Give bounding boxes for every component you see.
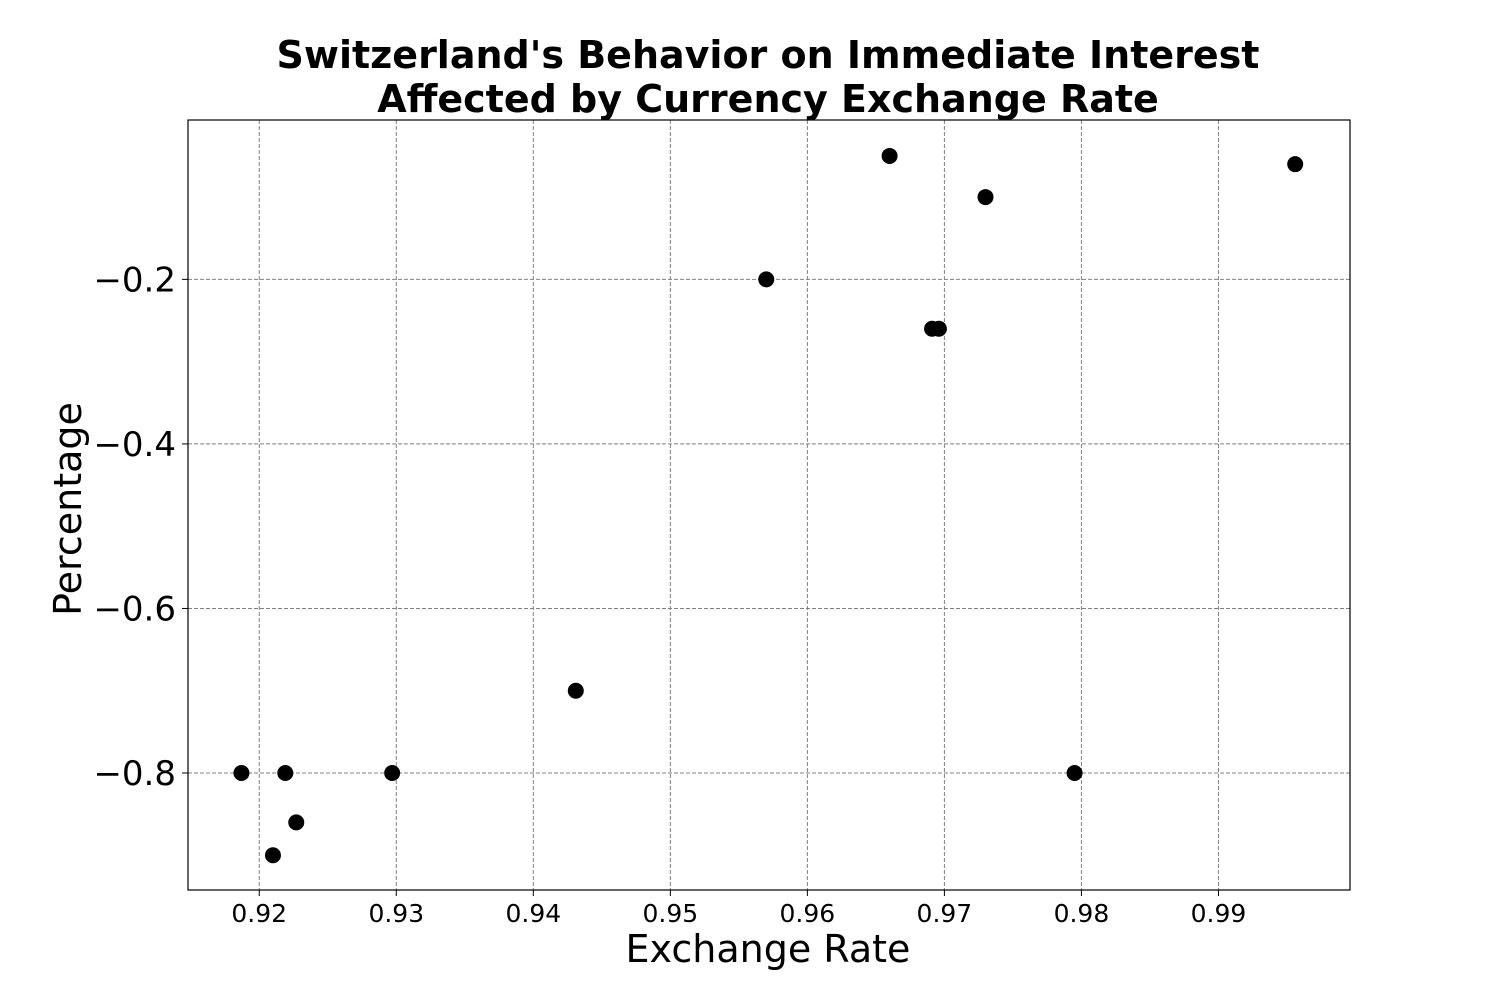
scatter-point (1287, 156, 1304, 173)
scatter-point (264, 847, 281, 864)
scatter-point (384, 765, 401, 782)
y-tick-label: −0.2 (93, 260, 176, 300)
grid-lines (188, 120, 1350, 890)
x-tick-label: 0.96 (780, 899, 836, 928)
x-tick-label: 0.94 (505, 899, 561, 928)
y-tick-label: −0.4 (93, 425, 176, 465)
scatter-point (930, 320, 947, 337)
scatter-point (233, 765, 250, 782)
chart-title: Switzerland's Behavior on Immediate Inte… (277, 33, 1260, 121)
chart-title-line-2: Affected by Currency Exchange Rate (377, 77, 1159, 121)
scatter-point (758, 271, 775, 288)
data-points (233, 147, 1304, 864)
y-tick-label: −0.6 (93, 589, 176, 629)
y-axis-label: Percentage (46, 402, 90, 616)
scatter-point (288, 814, 305, 831)
x-tick-label: 0.97 (917, 899, 973, 928)
chart-title-line-1: Switzerland's Behavior on Immediate Inte… (277, 33, 1260, 77)
y-axis-ticks: −0.2 −0.4 −0.6 −0.8 (93, 260, 188, 794)
x-axis-label: Exchange Rate (626, 927, 911, 971)
x-tick-label: 0.93 (368, 899, 424, 928)
x-tick-label: 0.99 (1191, 899, 1247, 928)
scatter-point (881, 147, 898, 164)
x-tick-label: 0.95 (643, 899, 699, 928)
x-tick-label: 0.92 (231, 899, 287, 928)
y-tick-label: −0.8 (93, 754, 176, 794)
plot-area-frame (187, 119, 1351, 891)
scatter-point (277, 765, 294, 782)
scatter-point (567, 682, 584, 699)
scatter-point (1066, 765, 1083, 782)
scatter-point (977, 189, 994, 206)
x-tick-label: 0.98 (1054, 899, 1110, 928)
x-axis-ticks: 0.92 0.93 0.94 0.95 0.96 0.97 0.98 0.99 (231, 890, 1246, 928)
